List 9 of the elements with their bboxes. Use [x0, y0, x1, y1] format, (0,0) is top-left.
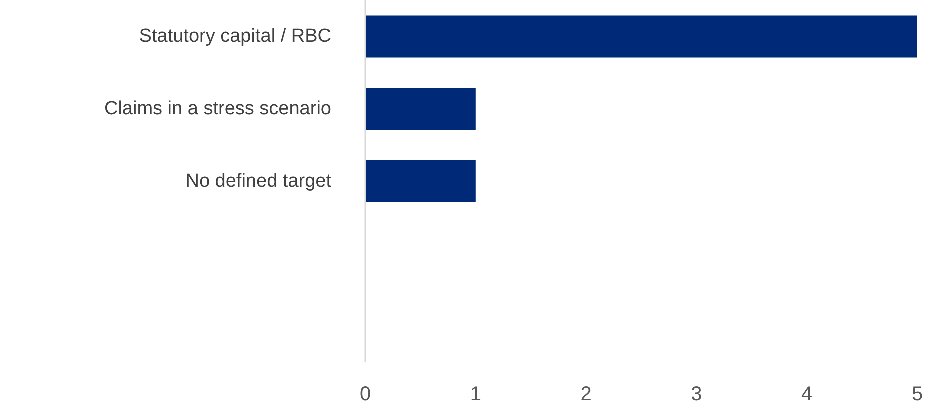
x-tick-label: 4: [802, 384, 813, 406]
x-tick-label: 0: [360, 384, 372, 406]
y-tick-label: Claims in a stress scenario: [104, 98, 332, 120]
x-tick-label: 5: [912, 384, 924, 406]
x-tick-label: 3: [691, 384, 702, 406]
x-tick-label: 1: [470, 384, 482, 406]
y-tick-label: Statutory capital / RBC: [139, 26, 332, 48]
x-tick-label: 2: [580, 384, 592, 406]
y-tick-label: No defined target: [186, 171, 332, 192]
